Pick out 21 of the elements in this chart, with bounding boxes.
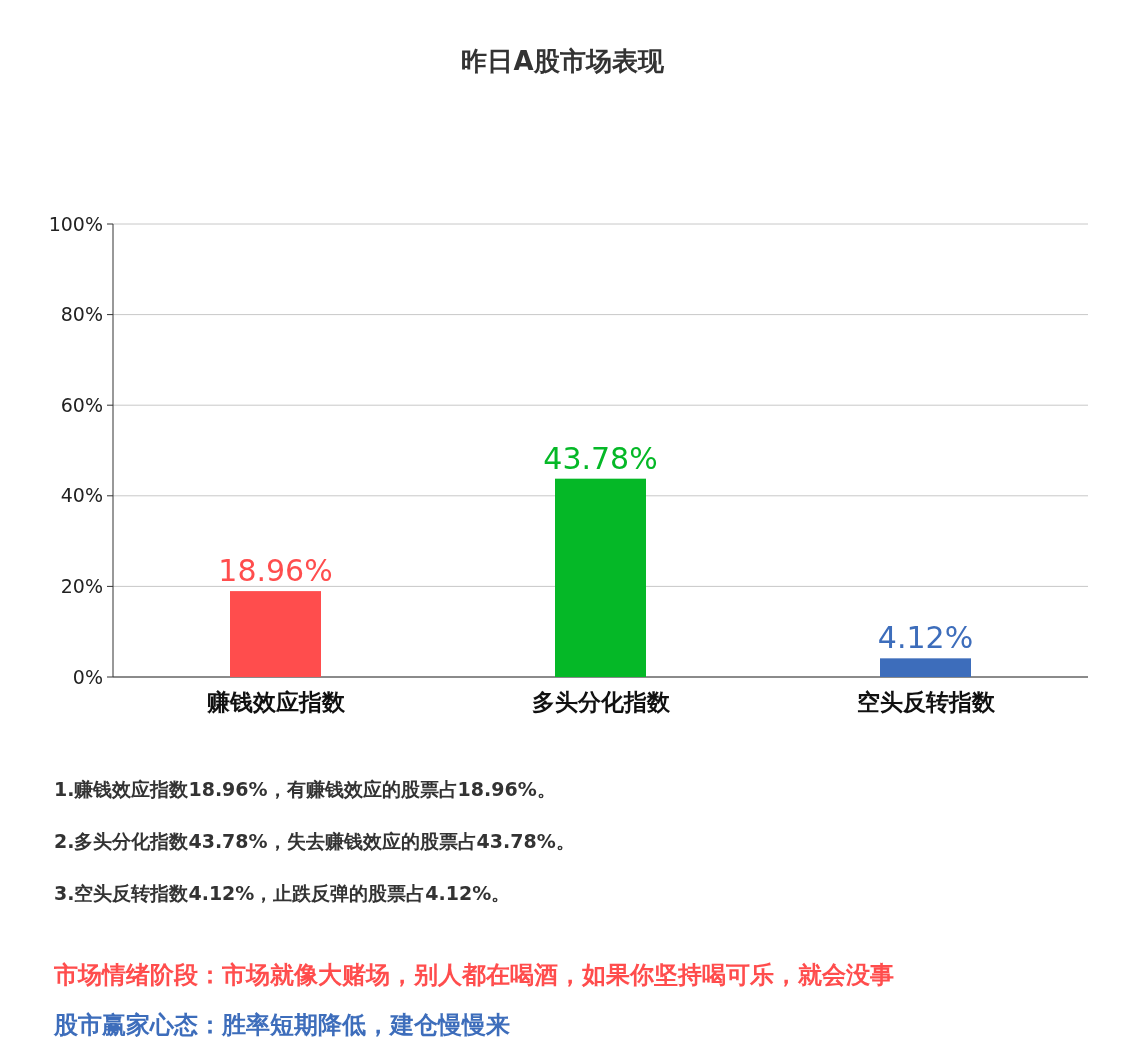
y-tick-label: 80% <box>60 303 103 326</box>
chart-title: 昨日A股市场表现 <box>461 46 665 76</box>
data-label: 4.12% <box>877 620 974 656</box>
bar <box>555 478 646 677</box>
x-tick-label: 赚钱效应指数 <box>205 689 346 715</box>
x-tick-label: 空头反转指数 <box>856 689 996 715</box>
text: 3.空头反转指数4.12%，止跌反弹的股票占4.12%。 <box>54 882 511 904</box>
bar <box>880 658 971 677</box>
bar <box>230 591 321 677</box>
y-tick-label: 100% <box>48 212 103 235</box>
x-tick-label: 多头分化指数 <box>531 689 671 715</box>
data-label: 18.96% <box>218 553 333 589</box>
y-tick-label: 60% <box>60 393 103 416</box>
y-tick-label: 40% <box>60 484 103 507</box>
text: 2.多头分化指数43.78%，失去赚钱效应的股票占43.78%。 <box>54 830 575 852</box>
y-tick-label: 0% <box>72 665 103 688</box>
text: 股市赢家心态：胜率短期降低，建仓慢慢来 <box>53 1011 510 1039</box>
text: 1.赚钱效应指数18.96%，有赚钱效应的股票占18.96%。 <box>54 778 556 800</box>
y-tick-label: 20% <box>60 575 103 598</box>
data-label: 43.78% <box>543 440 658 476</box>
text: 市场情绪阶段：市场就像大赌场，别人都在喝酒，如果你坚持喝可乐，就会没事 <box>53 961 894 989</box>
